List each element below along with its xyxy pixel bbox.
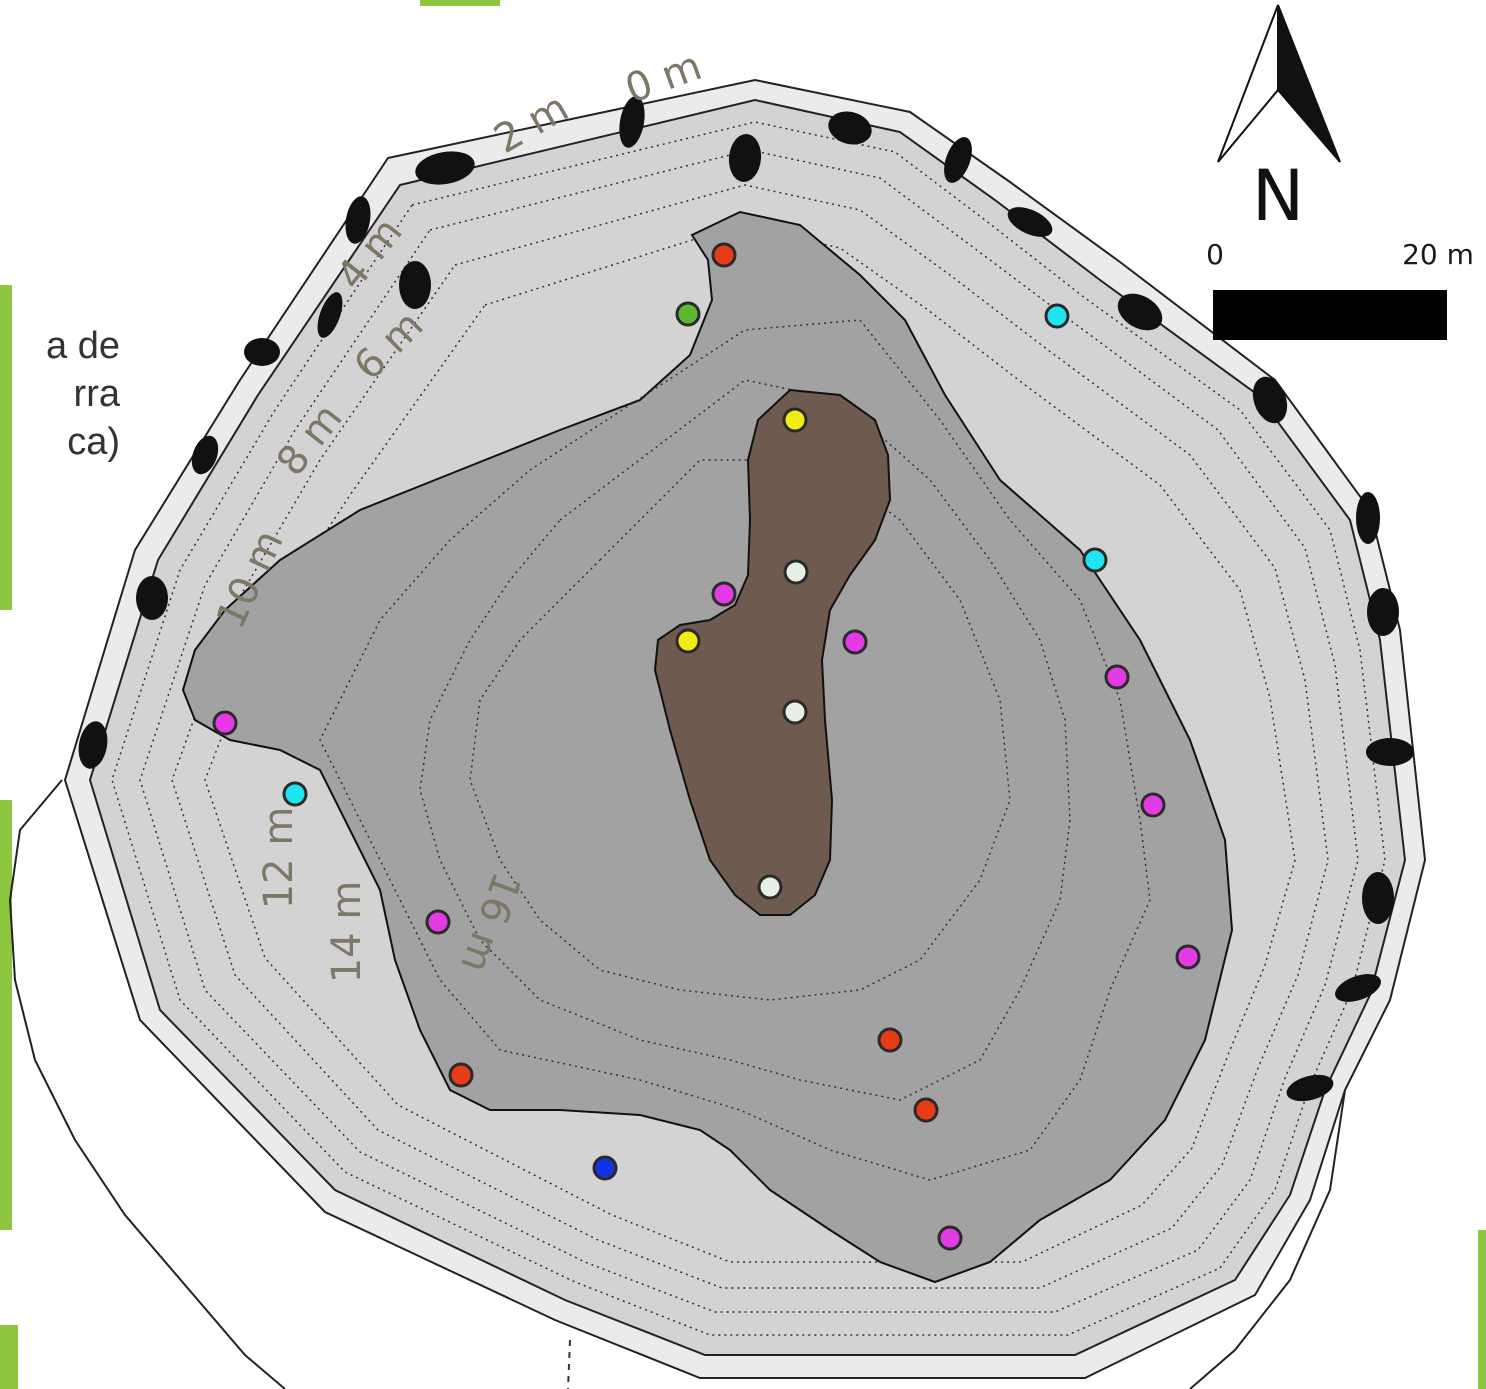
- north-label: N: [1252, 155, 1304, 237]
- sample-point-magenta-7: [713, 583, 735, 605]
- sample-point-cyan-3: [1046, 305, 1068, 327]
- rock-9: [1356, 492, 1380, 544]
- north-arrow-right-half: [1278, 5, 1340, 162]
- accent-strip-top: [420, 0, 500, 6]
- sample-point-blue-21: [594, 1157, 616, 1179]
- sample-point-magenta-16: [427, 911, 449, 933]
- rock-16: [399, 261, 431, 309]
- legend-fragment-line-2: rra: [0, 370, 120, 418]
- sample-point-white-15: [759, 876, 781, 898]
- rock-20: [136, 576, 168, 620]
- sample-point-red-20: [915, 1099, 937, 1121]
- scale-bar-block: [1213, 290, 1447, 340]
- sample-point-magenta-9: [844, 631, 866, 653]
- rock-11: [1366, 738, 1414, 766]
- legend-fragment-line-1: a de: [0, 322, 120, 370]
- rock-12: [1362, 872, 1394, 924]
- sample-point-red-19: [450, 1064, 472, 1086]
- rock-10: [1367, 588, 1399, 636]
- sample-point-magenta-14: [1142, 794, 1164, 816]
- sample-point-yellow-8: [677, 630, 699, 652]
- sample-point-white-6: [785, 561, 807, 583]
- sample-point-magenta-17: [1177, 946, 1199, 968]
- sample-point-yellow-4: [784, 409, 806, 431]
- sample-point-cyan-5: [1084, 549, 1106, 571]
- sample-point-magenta-12: [214, 712, 236, 734]
- sample-point-white-11: [784, 701, 806, 723]
- terrain-path-dashed: [568, 1340, 570, 1389]
- accent-strip-bottom-right: [1478, 1230, 1486, 1389]
- north-arrow-left-half: [1218, 5, 1278, 162]
- depth-label-14m: 14 m: [324, 881, 370, 984]
- sample-point-magenta-22: [939, 1227, 961, 1249]
- depth-label-12m: 12 m: [256, 807, 302, 910]
- accent-strip-left-low: [0, 800, 12, 1230]
- sample-point-magenta-10: [1106, 666, 1128, 688]
- accent-strip-bottom-left: [0, 1325, 18, 1389]
- scale-bar: 0 20 m: [1206, 238, 1474, 340]
- scale-start-label: 0: [1206, 238, 1224, 271]
- sample-point-green-2: [677, 303, 699, 325]
- legend-fragment: a de rra ca): [0, 322, 120, 466]
- rock-18: [244, 338, 280, 366]
- sample-point-red-1: [713, 244, 735, 266]
- legend-fragment-line-3: ca): [0, 418, 120, 466]
- sample-point-cyan-13: [284, 783, 306, 805]
- scale-end-label: 20 m: [1402, 238, 1474, 271]
- sample-point-red-18: [879, 1029, 901, 1051]
- north-arrow: N: [1218, 5, 1340, 237]
